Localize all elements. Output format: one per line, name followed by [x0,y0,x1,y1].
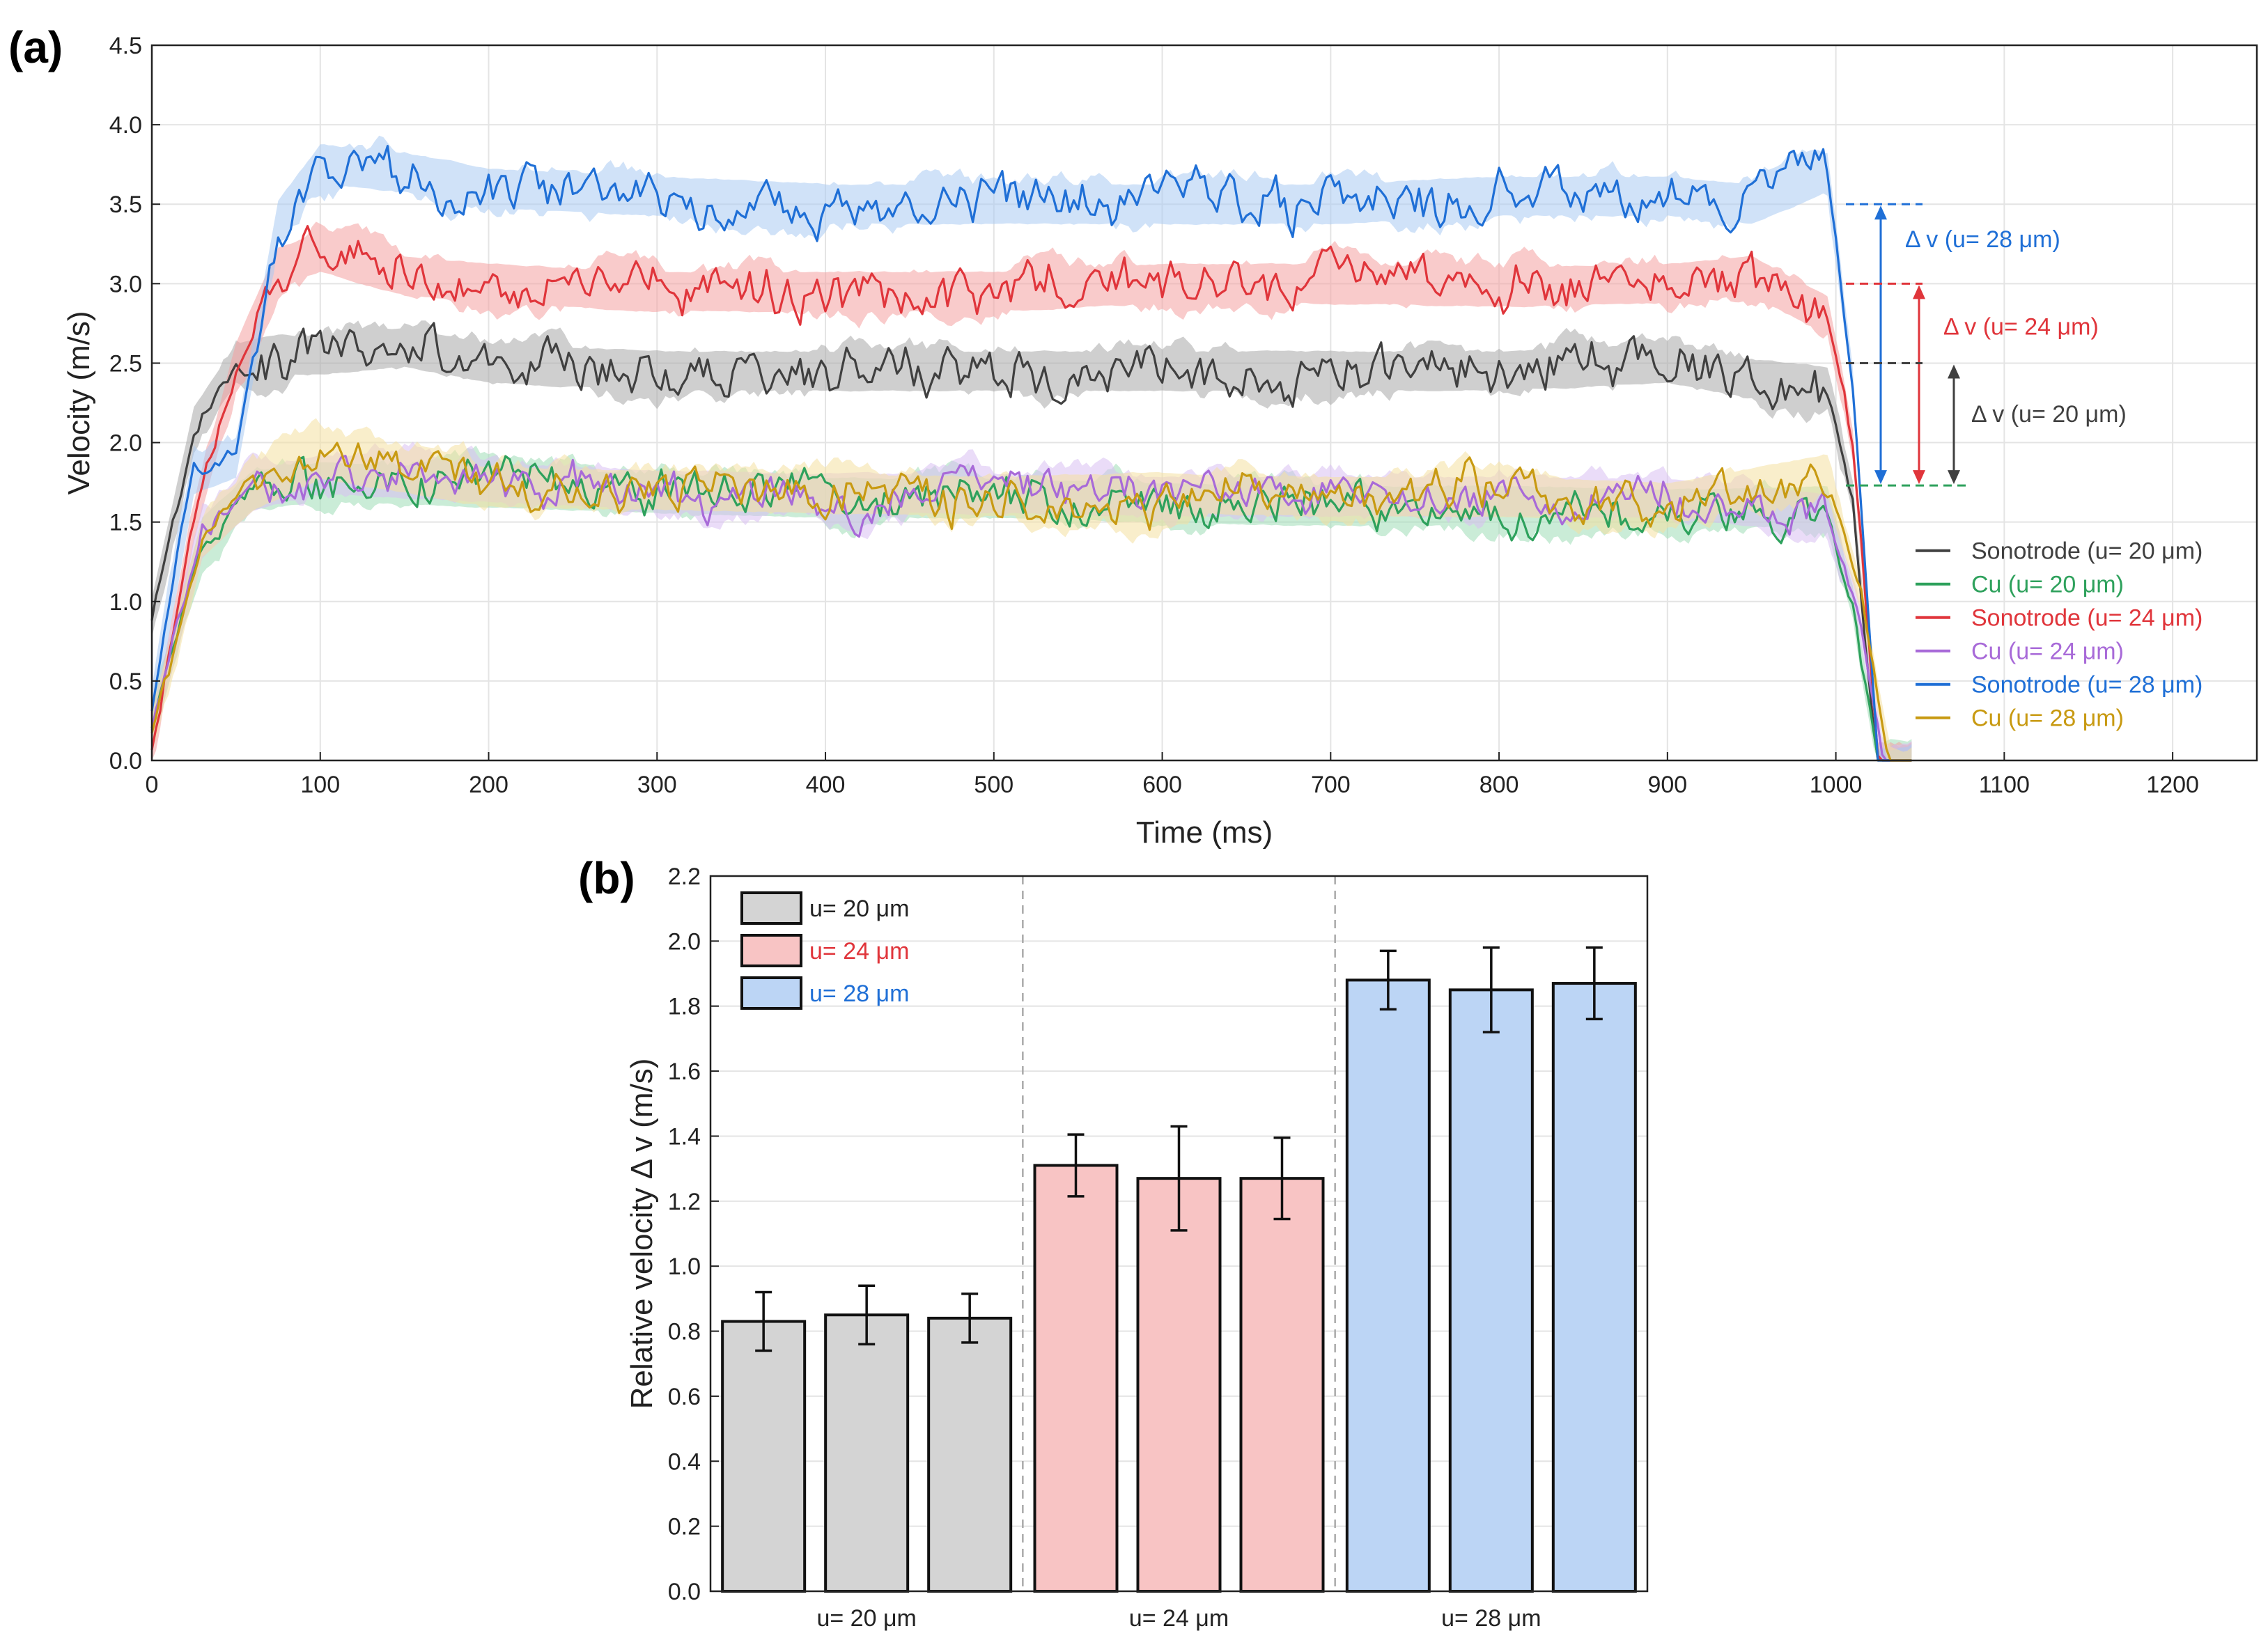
series-lines [150,145,1912,762]
x-tick-label-7: 700 [1311,772,1351,798]
band-4 [152,135,1912,760]
panel-label-b: (b) [578,853,635,903]
band-5 [152,418,1912,760]
y-axis-label-b: Relative velocity Δ v (m/s) [625,1059,659,1409]
category-label-2: u= 28 μm [1441,1605,1541,1632]
y-tick-label-3: 1.5 [109,510,142,536]
legend-label-4: Sonotrode (u= 28 μm) [1971,672,2203,698]
y-tick-label-b-6: 1.2 [668,1189,701,1215]
x-tick-label-9: 900 [1647,772,1687,798]
band-3 [152,442,1912,760]
y-tick-label-b-10: 2.0 [668,928,701,955]
y-tick-label-b-11: 2.2 [668,864,701,890]
y-tick-label-8: 4.0 [109,112,142,139]
dv-arrow-head-up-1 [1913,285,1925,299]
category-label-0: u= 20 μm [816,1605,916,1632]
x-tick-label-1: 100 [300,772,340,798]
y-tick-label-b-5: 1.0 [668,1254,701,1280]
band-2 [152,221,1912,760]
y-tick-label-1: 0.5 [109,669,142,695]
dv-label-2: Δ v (u= 20 μm) [1971,401,2127,428]
bar-1-2 [1239,1177,1325,1593]
legend-b-swatch-2 [740,976,802,1010]
plot-frame-b [709,875,1649,1593]
dv-arrow-head-down-2 [1948,470,1960,485]
bar-2-2 [1551,982,1637,1593]
x-tick-label-5: 500 [974,772,1013,798]
dv-arrow-head-down-1 [1913,470,1925,485]
x-tick-label-8: 800 [1479,772,1519,798]
bar-0-0 [721,1320,807,1593]
x-axis-label: Time (ms) [1136,815,1273,850]
category-label-1: u= 24 μm [1129,1605,1229,1632]
legend-b-label-1: u= 24 μm [809,938,909,965]
bar-0-1 [824,1313,910,1593]
legend-b-label-2: u= 28 μm [809,981,909,1007]
panel-a-line-chart: 0 100 200 300 400 500 600 700 800 900 1000 1100 1200… [8,22,2258,850]
series-line-0 [150,322,1912,762]
x-tick-label-6: 600 [1142,772,1182,798]
y-tick-label-0: 0.0 [109,748,142,774]
series-bands [152,135,1912,760]
y-tick-label-b-3: 0.6 [668,1384,701,1410]
panel-b-bar-chart: u= 20 μm u= 24 μm u= 28 μm 0.0 0.2 0.4 0.6 0.8 1… [578,853,1649,1632]
bar-0-2 [927,1316,1013,1593]
dv-label-0: Δ v (u= 28 μm) [1905,226,2060,253]
series-line-4 [150,145,1912,762]
band-0 [152,320,1912,760]
y-tick-label-b-8: 1.6 [668,1059,701,1085]
x-tick-label-11: 1100 [1979,772,2030,798]
x-tick-label-10: 1000 [1810,772,1863,798]
legend-label-5: Cu (u= 28 μm) [1971,705,2124,732]
y-axis-label: Velocity (m/s) [62,311,96,494]
series-line-5 [150,442,1912,762]
y-tick-label-b-7: 1.4 [668,1123,701,1150]
bar-1-1 [1136,1177,1222,1593]
bar-2-0 [1345,978,1431,1593]
dv-arrow-head-up-2 [1948,364,1960,379]
legend-label-3: Cu (u= 24 μm) [1971,639,2124,665]
y-tick-label-9: 4.5 [109,33,142,59]
y-tick-label-b-0: 0.0 [668,1579,701,1605]
dv-arrow-head-down-0 [1874,470,1887,485]
y-tick-label-b-4: 0.8 [668,1319,701,1345]
y-tick-label-4: 2.0 [109,430,142,457]
legend-label-2: Sonotrode (u= 24 μm) [1971,605,2203,632]
legend-b-swatch-0 [740,891,802,925]
y-tick-label-6: 3.0 [109,271,142,297]
bar-2-1 [1448,988,1534,1593]
x-tick-label-12: 1200 [2146,772,2199,798]
panel-label-a: (a) [8,22,63,72]
y-tick-label-b-9: 1.8 [668,994,701,1020]
legend-b-swatch-1 [740,934,802,967]
series-line-1 [150,455,1912,762]
y-tick-label-2: 1.0 [109,589,142,616]
dv-arrow-head-up-0 [1874,205,1887,220]
y-tick-label-5: 2.5 [109,350,142,377]
x-tick-label-2: 200 [469,772,508,798]
x-tick-label-3: 300 [637,772,677,798]
series-line-2 [150,225,1912,762]
legend-b-label-0: u= 20 μm [809,896,909,922]
legend-label-0: Sonotrode (u= 20 μm) [1971,538,2203,565]
series-line-3 [150,455,1912,762]
y-tick-label-7: 3.5 [109,192,142,218]
x-tick-label-0: 0 [146,772,159,798]
y-tick-label-b-2: 0.4 [668,1448,701,1475]
x-tick-label-4: 400 [806,772,846,798]
bar-1-0 [1033,1164,1119,1593]
legend-label-1: Cu (u= 20 μm) [1971,572,2124,598]
plot-frame-a [150,44,2258,762]
y-tick-label-b-1: 0.2 [668,1514,701,1540]
dv-label-1: Δ v (u= 24 μm) [1943,313,2099,340]
